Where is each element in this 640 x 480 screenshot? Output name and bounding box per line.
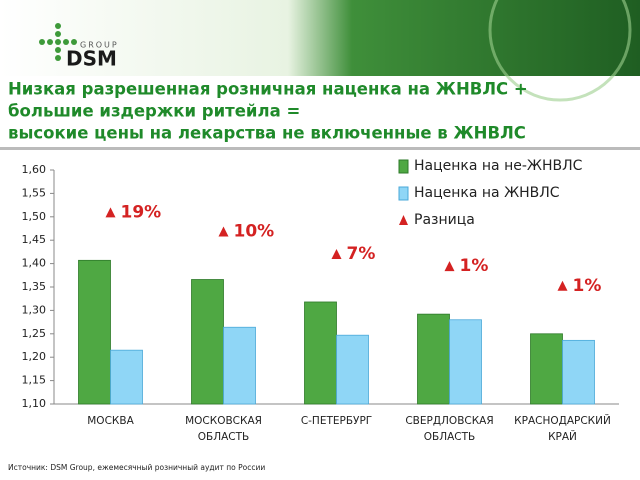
- separator: [0, 147, 640, 150]
- difference-label: 1%: [573, 276, 602, 296]
- difference-marker: [105, 207, 116, 218]
- logo-name: DSM: [66, 47, 117, 71]
- difference-label: 1%: [460, 256, 489, 276]
- bar: [530, 333, 563, 405]
- x-tick-label: МОСКОВСКАЯ ОБЛАСТЬ: [185, 415, 262, 443]
- x-tick-label: КРАСНОДАРСКИЙ КРАЙ: [514, 414, 611, 443]
- y-tick-label: 1,20: [22, 350, 47, 363]
- y-tick-label: 1,55: [22, 186, 47, 199]
- difference-label: 19%: [121, 202, 162, 222]
- source-note: Источник: DSM Group, ежемесячный розничн…: [8, 463, 265, 472]
- bar: [336, 334, 369, 405]
- legend-label: Наценка на ЖНВЛС: [414, 185, 560, 201]
- legend-label: Наценка на не-ЖНВЛС: [414, 158, 583, 174]
- legend-swatch: [398, 159, 409, 174]
- logo-group: GROUP: [80, 41, 119, 50]
- legend-swatch: [398, 186, 409, 201]
- difference-label: 7%: [347, 244, 376, 264]
- y-tick-label: 1,45: [22, 233, 47, 246]
- bar: [449, 319, 482, 405]
- difference-label: 10%: [234, 222, 275, 242]
- bar: [223, 326, 256, 405]
- y-tick-label: 1,35: [22, 280, 47, 293]
- legend-swatch: [399, 215, 408, 225]
- bar: [78, 259, 111, 405]
- difference-marker: [218, 226, 229, 237]
- y-tick-label: 1,30: [22, 303, 47, 316]
- y-tick-label: 1,50: [22, 210, 47, 223]
- title-line: большие издержки ритейла =: [8, 102, 300, 121]
- title-line: Низкая разрешенная розничная наценка на …: [8, 80, 528, 99]
- difference-marker: [331, 248, 342, 259]
- logo-cross: [39, 23, 77, 61]
- bar: [110, 349, 143, 405]
- y-tick-label: 1,15: [22, 374, 47, 387]
- difference-marker: [444, 261, 455, 272]
- x-tick-label: С-ПЕТЕРБУРГ: [301, 415, 372, 427]
- x-tick-label: МОСКВА: [87, 415, 134, 427]
- y-tick-label: 1,40: [22, 257, 47, 270]
- bar: [191, 279, 224, 405]
- y-tick-label: 1,10: [22, 397, 47, 410]
- y-tick-label: 1,25: [22, 327, 47, 340]
- title-line: высокие цены на лекарства не включенные …: [8, 124, 526, 143]
- bar: [562, 339, 595, 405]
- y-tick-label: 1,60: [22, 163, 47, 176]
- banner: [0, 0, 640, 76]
- difference-marker: [557, 280, 568, 291]
- clock-decoration: [488, 0, 632, 102]
- x-tick-label: СВЕРДЛОВСКАЯ ОБЛАСТЬ: [405, 415, 493, 443]
- bar: [417, 313, 450, 405]
- bar: [304, 301, 337, 405]
- legend-label: Разница: [414, 212, 475, 228]
